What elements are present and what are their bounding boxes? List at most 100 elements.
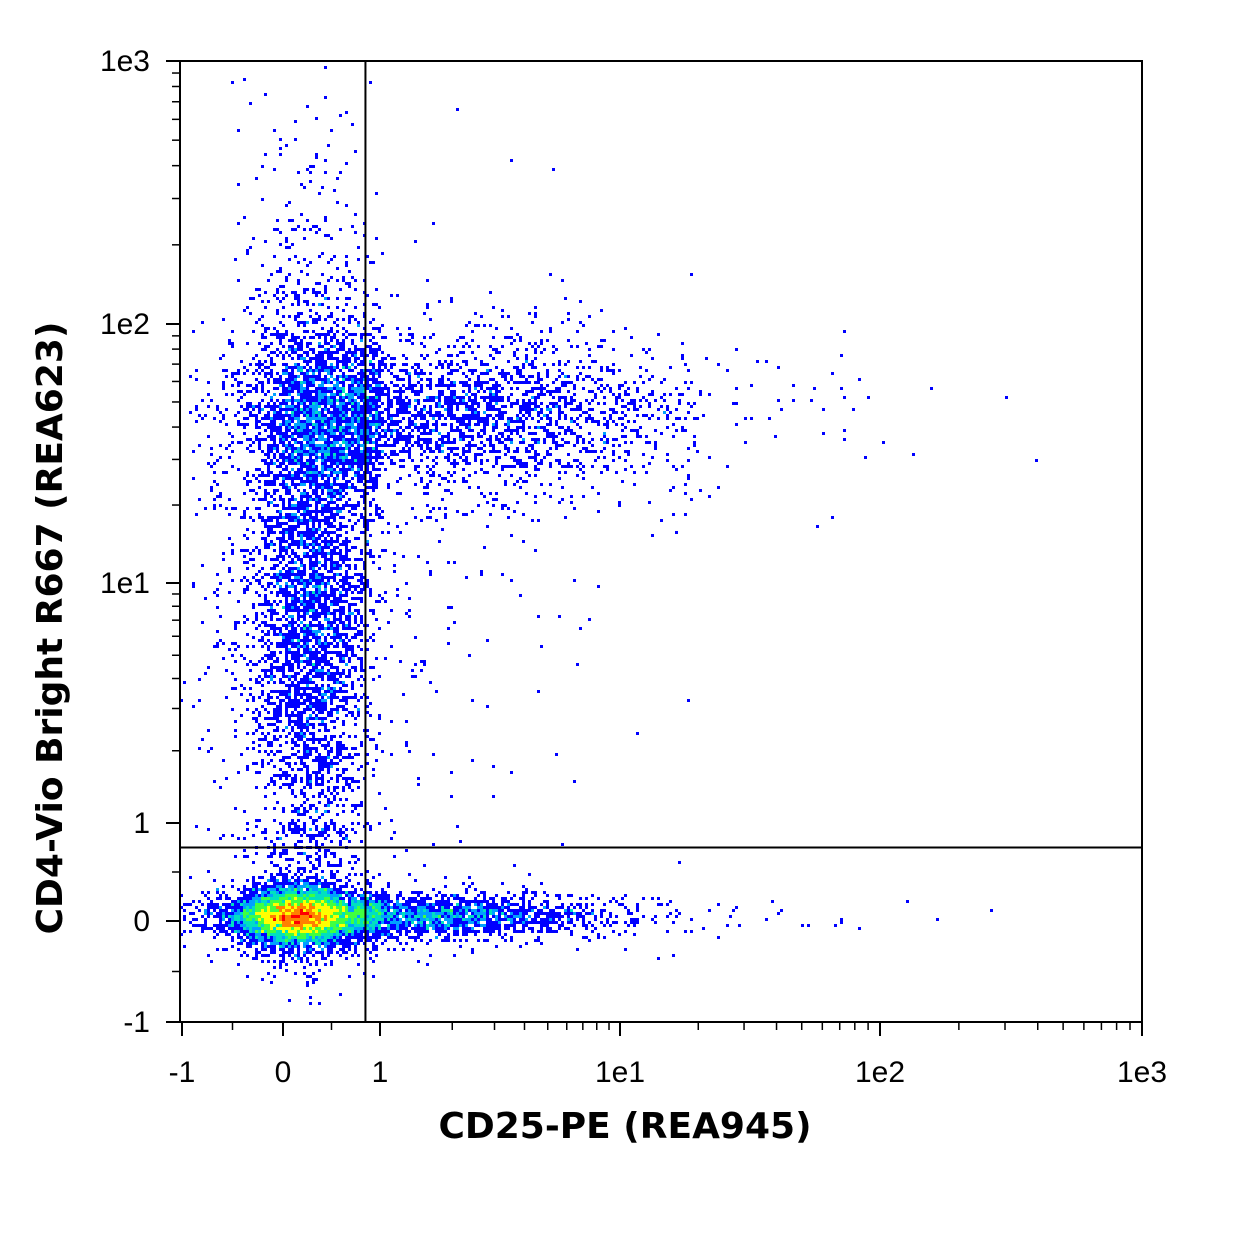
- event-dot: [450, 771, 453, 774]
- event-dot: [378, 903, 381, 906]
- event-dot: [291, 483, 294, 486]
- event-dot: [414, 426, 417, 429]
- event-dot: [336, 324, 339, 327]
- event-dot: [588, 618, 591, 621]
- event-dot: [216, 927, 219, 930]
- event-dot: [300, 912, 303, 915]
- event-dot: [330, 471, 333, 474]
- event-dot: [294, 573, 297, 576]
- event-dot: [336, 717, 339, 720]
- event-dot: [315, 552, 318, 555]
- event-dot: [297, 441, 300, 444]
- event-dot: [507, 903, 510, 906]
- event-dot: [321, 453, 324, 456]
- event-dot: [354, 921, 357, 924]
- event-dot: [396, 906, 399, 909]
- event-dot: [396, 915, 399, 918]
- event-dot: [324, 657, 327, 660]
- event-dot: [360, 897, 363, 900]
- event-dot: [285, 897, 288, 900]
- event-dot: [330, 570, 333, 573]
- event-dot: [339, 591, 342, 594]
- event-dot: [270, 558, 273, 561]
- event-dot: [270, 897, 273, 900]
- event-dot: [351, 441, 354, 444]
- event-dot: [249, 894, 252, 897]
- event-dot: [321, 720, 324, 723]
- event-dot: [303, 237, 306, 240]
- event-dot: [270, 654, 273, 657]
- event-dot: [273, 753, 276, 756]
- event-dot: [321, 465, 324, 468]
- event-dot: [504, 900, 507, 903]
- event-dot: [288, 420, 291, 423]
- event-dot: [315, 117, 318, 120]
- event-dot: [237, 936, 240, 939]
- event-dot: [333, 852, 336, 855]
- event-dot: [276, 489, 279, 492]
- event-dot: [342, 399, 345, 402]
- event-dot: [375, 507, 378, 510]
- event-dot: [447, 909, 450, 912]
- event-dot: [336, 756, 339, 759]
- event-dot: [273, 765, 276, 768]
- event-dot: [351, 933, 354, 936]
- event-dot: [291, 597, 294, 600]
- event-dot: [339, 609, 342, 612]
- event-dot: [369, 903, 372, 906]
- event-dot: [237, 837, 240, 840]
- event-dot: [336, 561, 339, 564]
- event-dot: [333, 876, 336, 879]
- event-dot: [258, 897, 261, 900]
- event-dot: [357, 858, 360, 861]
- event-dot: [303, 810, 306, 813]
- event-dot: [345, 654, 348, 657]
- event-dot: [342, 903, 345, 906]
- event-dot: [351, 408, 354, 411]
- event-dot: [357, 813, 360, 816]
- event-dot: [228, 591, 231, 594]
- event-dot: [357, 579, 360, 582]
- event-dot: [444, 906, 447, 909]
- event-dot: [267, 675, 270, 678]
- event-dot: [246, 567, 249, 570]
- event-dot: [348, 318, 351, 321]
- event-dot: [576, 663, 579, 666]
- event-dot: [300, 897, 303, 900]
- event-dot: [369, 501, 372, 504]
- event-dot: [258, 363, 261, 366]
- event-dot: [312, 426, 315, 429]
- event-dot: [279, 690, 282, 693]
- event-dot: [345, 552, 348, 555]
- event-dot: [309, 882, 312, 885]
- event-dot: [201, 915, 204, 918]
- event-dot: [291, 768, 294, 771]
- event-dot: [327, 849, 330, 852]
- event-dot: [303, 543, 306, 546]
- event-dot: [270, 690, 273, 693]
- event-dot: [351, 897, 354, 900]
- event-dot: [330, 531, 333, 534]
- event-dot: [246, 975, 249, 978]
- event-dot: [336, 618, 339, 621]
- event-dot: [267, 891, 270, 894]
- event-dot: [447, 627, 450, 630]
- event-dot: [333, 501, 336, 504]
- event-dot: [318, 936, 321, 939]
- event-dot: [297, 279, 300, 282]
- event-dot: [309, 621, 312, 624]
- event-dot: [243, 924, 246, 927]
- event-dot: [339, 411, 342, 414]
- event-dot: [321, 504, 324, 507]
- event-dot: [255, 891, 258, 894]
- event-dot: [318, 501, 321, 504]
- event-dot: [291, 894, 294, 897]
- event-dot: [303, 828, 306, 831]
- event-dot: [315, 660, 318, 663]
- event-dot: [333, 825, 336, 828]
- event-dot: [306, 600, 309, 603]
- event-dot: [225, 930, 228, 933]
- event-dot: [309, 777, 312, 780]
- event-dot: [291, 891, 294, 894]
- event-dot: [345, 600, 348, 603]
